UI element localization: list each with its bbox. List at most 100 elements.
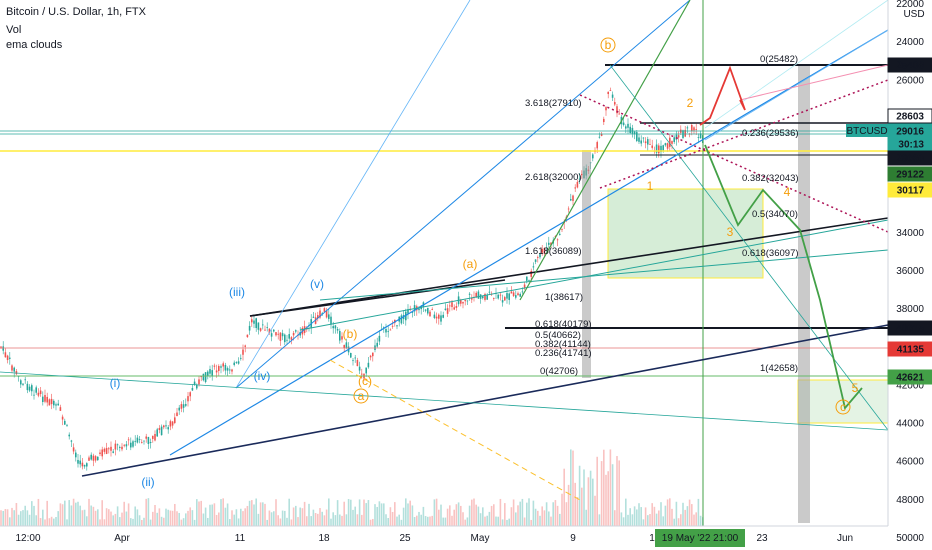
volume-bar [152, 511, 154, 526]
candle-body [372, 352, 374, 357]
volume-bar [141, 519, 143, 526]
volume-bar [341, 515, 343, 526]
fib-level-label: 0.236(41741) [535, 348, 592, 359]
candle-body [141, 442, 143, 444]
projected-path-green [704, 144, 863, 410]
volume-bar [44, 519, 46, 526]
volume-bar [435, 498, 438, 526]
candle-body [215, 370, 218, 373]
volume-bar [484, 516, 486, 526]
candle-body [411, 311, 414, 313]
candle-body [451, 302, 453, 307]
volume-bar [633, 506, 636, 526]
fib-level-label: 0.5(40662) [535, 330, 581, 341]
wave-label: 4 [784, 185, 791, 199]
candle-body [226, 368, 229, 371]
candle-body [572, 195, 574, 201]
volume-bar [528, 498, 530, 526]
candle-body [519, 293, 521, 297]
candle-body [686, 127, 689, 129]
volume-bar [6, 509, 9, 526]
volume-bar [312, 509, 315, 526]
volume-bar [70, 505, 73, 526]
volume-bar [204, 507, 207, 526]
candle-body [174, 417, 176, 423]
trend-line [235, 0, 471, 389]
volume-bar [347, 499, 350, 526]
wave-label: (iv) [254, 369, 271, 383]
wave-label: 3 [727, 225, 734, 239]
candle-body [350, 352, 352, 358]
time-tick-label: Jun [837, 533, 853, 544]
volume-bar [486, 515, 488, 526]
volume-bar [31, 501, 33, 526]
volume-bar [0, 510, 2, 526]
symbol-tag-label: BTCUSD [846, 126, 887, 137]
candle-body [486, 295, 488, 300]
volume-bar [224, 507, 227, 526]
candle-body [598, 136, 601, 138]
indicator-vol[interactable]: Vol [6, 24, 22, 36]
candle-body [622, 122, 625, 126]
volume-bar [15, 502, 18, 526]
price-tag-label: 30117 [897, 186, 925, 197]
candle-body [127, 439, 130, 441]
volume-bar [640, 507, 642, 526]
volume-bar [132, 518, 134, 526]
volume-bar [264, 503, 266, 526]
candle-body [235, 362, 238, 364]
candle-body [365, 367, 367, 374]
wave-label: a [358, 389, 365, 403]
candle-body [259, 328, 262, 331]
candle-body [279, 332, 282, 341]
candle-body [224, 365, 227, 371]
candle-body [523, 284, 526, 288]
volume-bar [180, 519, 183, 526]
volume-bar [420, 514, 422, 526]
volume-bar [176, 511, 178, 526]
candle-body [369, 355, 372, 358]
candle-body [116, 444, 119, 446]
cursor-time-label: 19 May '22 21:00 [662, 533, 739, 544]
trend-line [0, 371, 889, 431]
volume-bar [380, 503, 383, 526]
wave-label: (ii) [141, 475, 154, 489]
candle-body [48, 399, 51, 406]
volume-bar [363, 499, 365, 526]
indicator-ema-clouds[interactable]: ema clouds [6, 39, 63, 51]
volume-bar [196, 499, 198, 526]
projected-path-red [699, 65, 746, 126]
candle-body [618, 113, 620, 115]
candle-body [149, 442, 152, 444]
wave-label: 2 [687, 96, 694, 110]
projection-line [739, 64, 889, 101]
candle-body [101, 449, 103, 457]
volume-bar [664, 505, 667, 526]
volume-bar [688, 499, 691, 526]
wave-label: b [605, 38, 612, 52]
cursor-time-tag [655, 529, 745, 547]
volume-bar [378, 501, 381, 526]
volume-bar [275, 499, 277, 526]
volume-bar [605, 474, 607, 526]
volume-bar [17, 514, 20, 526]
price-tag [887, 320, 932, 336]
candle-body [231, 369, 233, 372]
candle-body [191, 388, 194, 391]
volume-bar [581, 487, 583, 526]
volume-bar [400, 519, 403, 526]
candle-body [642, 137, 645, 139]
volume-bar [699, 515, 702, 526]
candle-body [77, 459, 79, 464]
volume-bar [583, 469, 585, 526]
volume-bar [295, 505, 297, 526]
volume-bar [33, 505, 35, 526]
volume-bar [301, 508, 304, 526]
volume-bar [9, 517, 11, 526]
candle-body [83, 464, 86, 467]
time-tick-label: May [471, 533, 490, 544]
candle-body [99, 452, 101, 455]
volume-bar [20, 511, 22, 526]
volume-bar [251, 500, 253, 526]
